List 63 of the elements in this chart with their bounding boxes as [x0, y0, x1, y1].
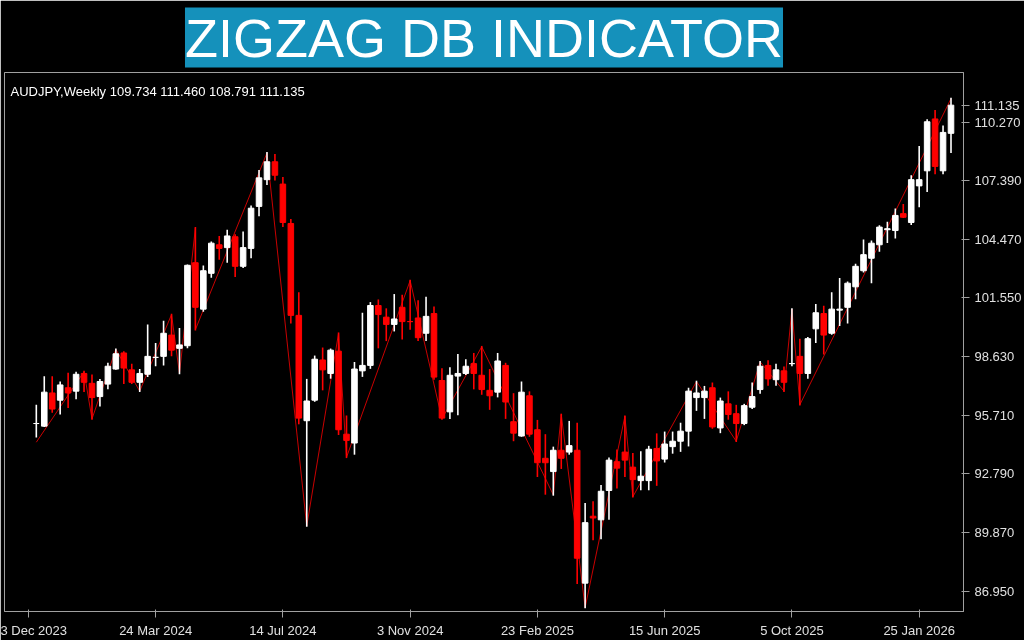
candlestick: [271, 153, 279, 181]
candlestick: [621, 415, 629, 477]
candlestick: [383, 308, 390, 342]
x-tick-label: 15 Jun 2025: [628, 622, 701, 638]
candlestick: [128, 363, 136, 385]
y-tick-label: 111.135: [974, 97, 1020, 113]
candlestick: [550, 446, 557, 496]
x-tick-label: 23 Feb 2025: [500, 622, 574, 638]
candlestick: [160, 320, 167, 366]
y-tick-label: 86.950: [974, 583, 1015, 599]
candlestick: [390, 294, 398, 332]
candlestick: [756, 361, 764, 394]
x-tick-label: 3 Dec 2023: [0, 622, 67, 638]
x-tick-label: 25 Jan 2026: [883, 622, 955, 638]
candlestick: [64, 372, 72, 409]
candlestick: [557, 413, 565, 469]
candlestick: [613, 449, 621, 489]
candlestick: [812, 303, 820, 343]
candlestick: [375, 299, 382, 349]
candlestick: [48, 376, 56, 413]
candlestick: [565, 420, 573, 455]
candlestick: [478, 345, 486, 395]
y-tick-label: 98.630: [974, 349, 1015, 365]
candlestick: [510, 393, 517, 442]
x-tick-label: 14 Jul 2024: [249, 622, 317, 638]
candlestick: [422, 296, 430, 342]
chart-title: ZIGZAG DB INDICATOR: [184, 7, 784, 68]
y-tick-label: 110.270: [974, 115, 1021, 131]
candlestick: [168, 313, 175, 357]
text: AUDJPY,Weekly 109.734 111.460 108.791 111.135: [10, 83, 305, 99]
candlestick: [414, 300, 422, 342]
y-tick-label: 107.390: [974, 172, 1022, 188]
candlestick: [899, 203, 907, 219]
x-tick-label: 5 Oct 2025: [760, 622, 824, 638]
candlestick: [343, 415, 350, 459]
candlestick: [629, 453, 637, 498]
y-tick-label: 92.790: [974, 466, 1015, 482]
candlestick: [780, 366, 788, 392]
candlestick: [263, 152, 271, 185]
candlestick: [820, 305, 828, 355]
y-tick-label: 101.550: [974, 290, 1022, 306]
candlestick: [56, 381, 64, 415]
candlestick: [589, 501, 597, 541]
candlestick: [796, 338, 804, 406]
candlestick: [88, 374, 96, 420]
candlestick: [486, 369, 493, 410]
x-tick-label: 24 Mar 2024: [119, 622, 193, 638]
candlestick: [470, 352, 478, 390]
y-tick-label: 95.710: [974, 407, 1015, 423]
candlestick: [80, 370, 88, 392]
candlestick: [303, 378, 311, 527]
candlestick: [764, 360, 772, 386]
y-tick-label: 89.870: [974, 525, 1015, 541]
candlestick: [653, 433, 660, 486]
x-tick-label: 3 Nov 2024: [376, 622, 444, 638]
candlestick: [772, 363, 780, 386]
candlestick: [319, 347, 326, 391]
y-tick-label: 104.470: [974, 231, 1022, 247]
candlestick: [120, 351, 128, 385]
candlestick: [327, 348, 334, 379]
candlestick: [72, 371, 80, 400]
candlestick: [223, 229, 231, 263]
candlestick: [215, 235, 223, 260]
